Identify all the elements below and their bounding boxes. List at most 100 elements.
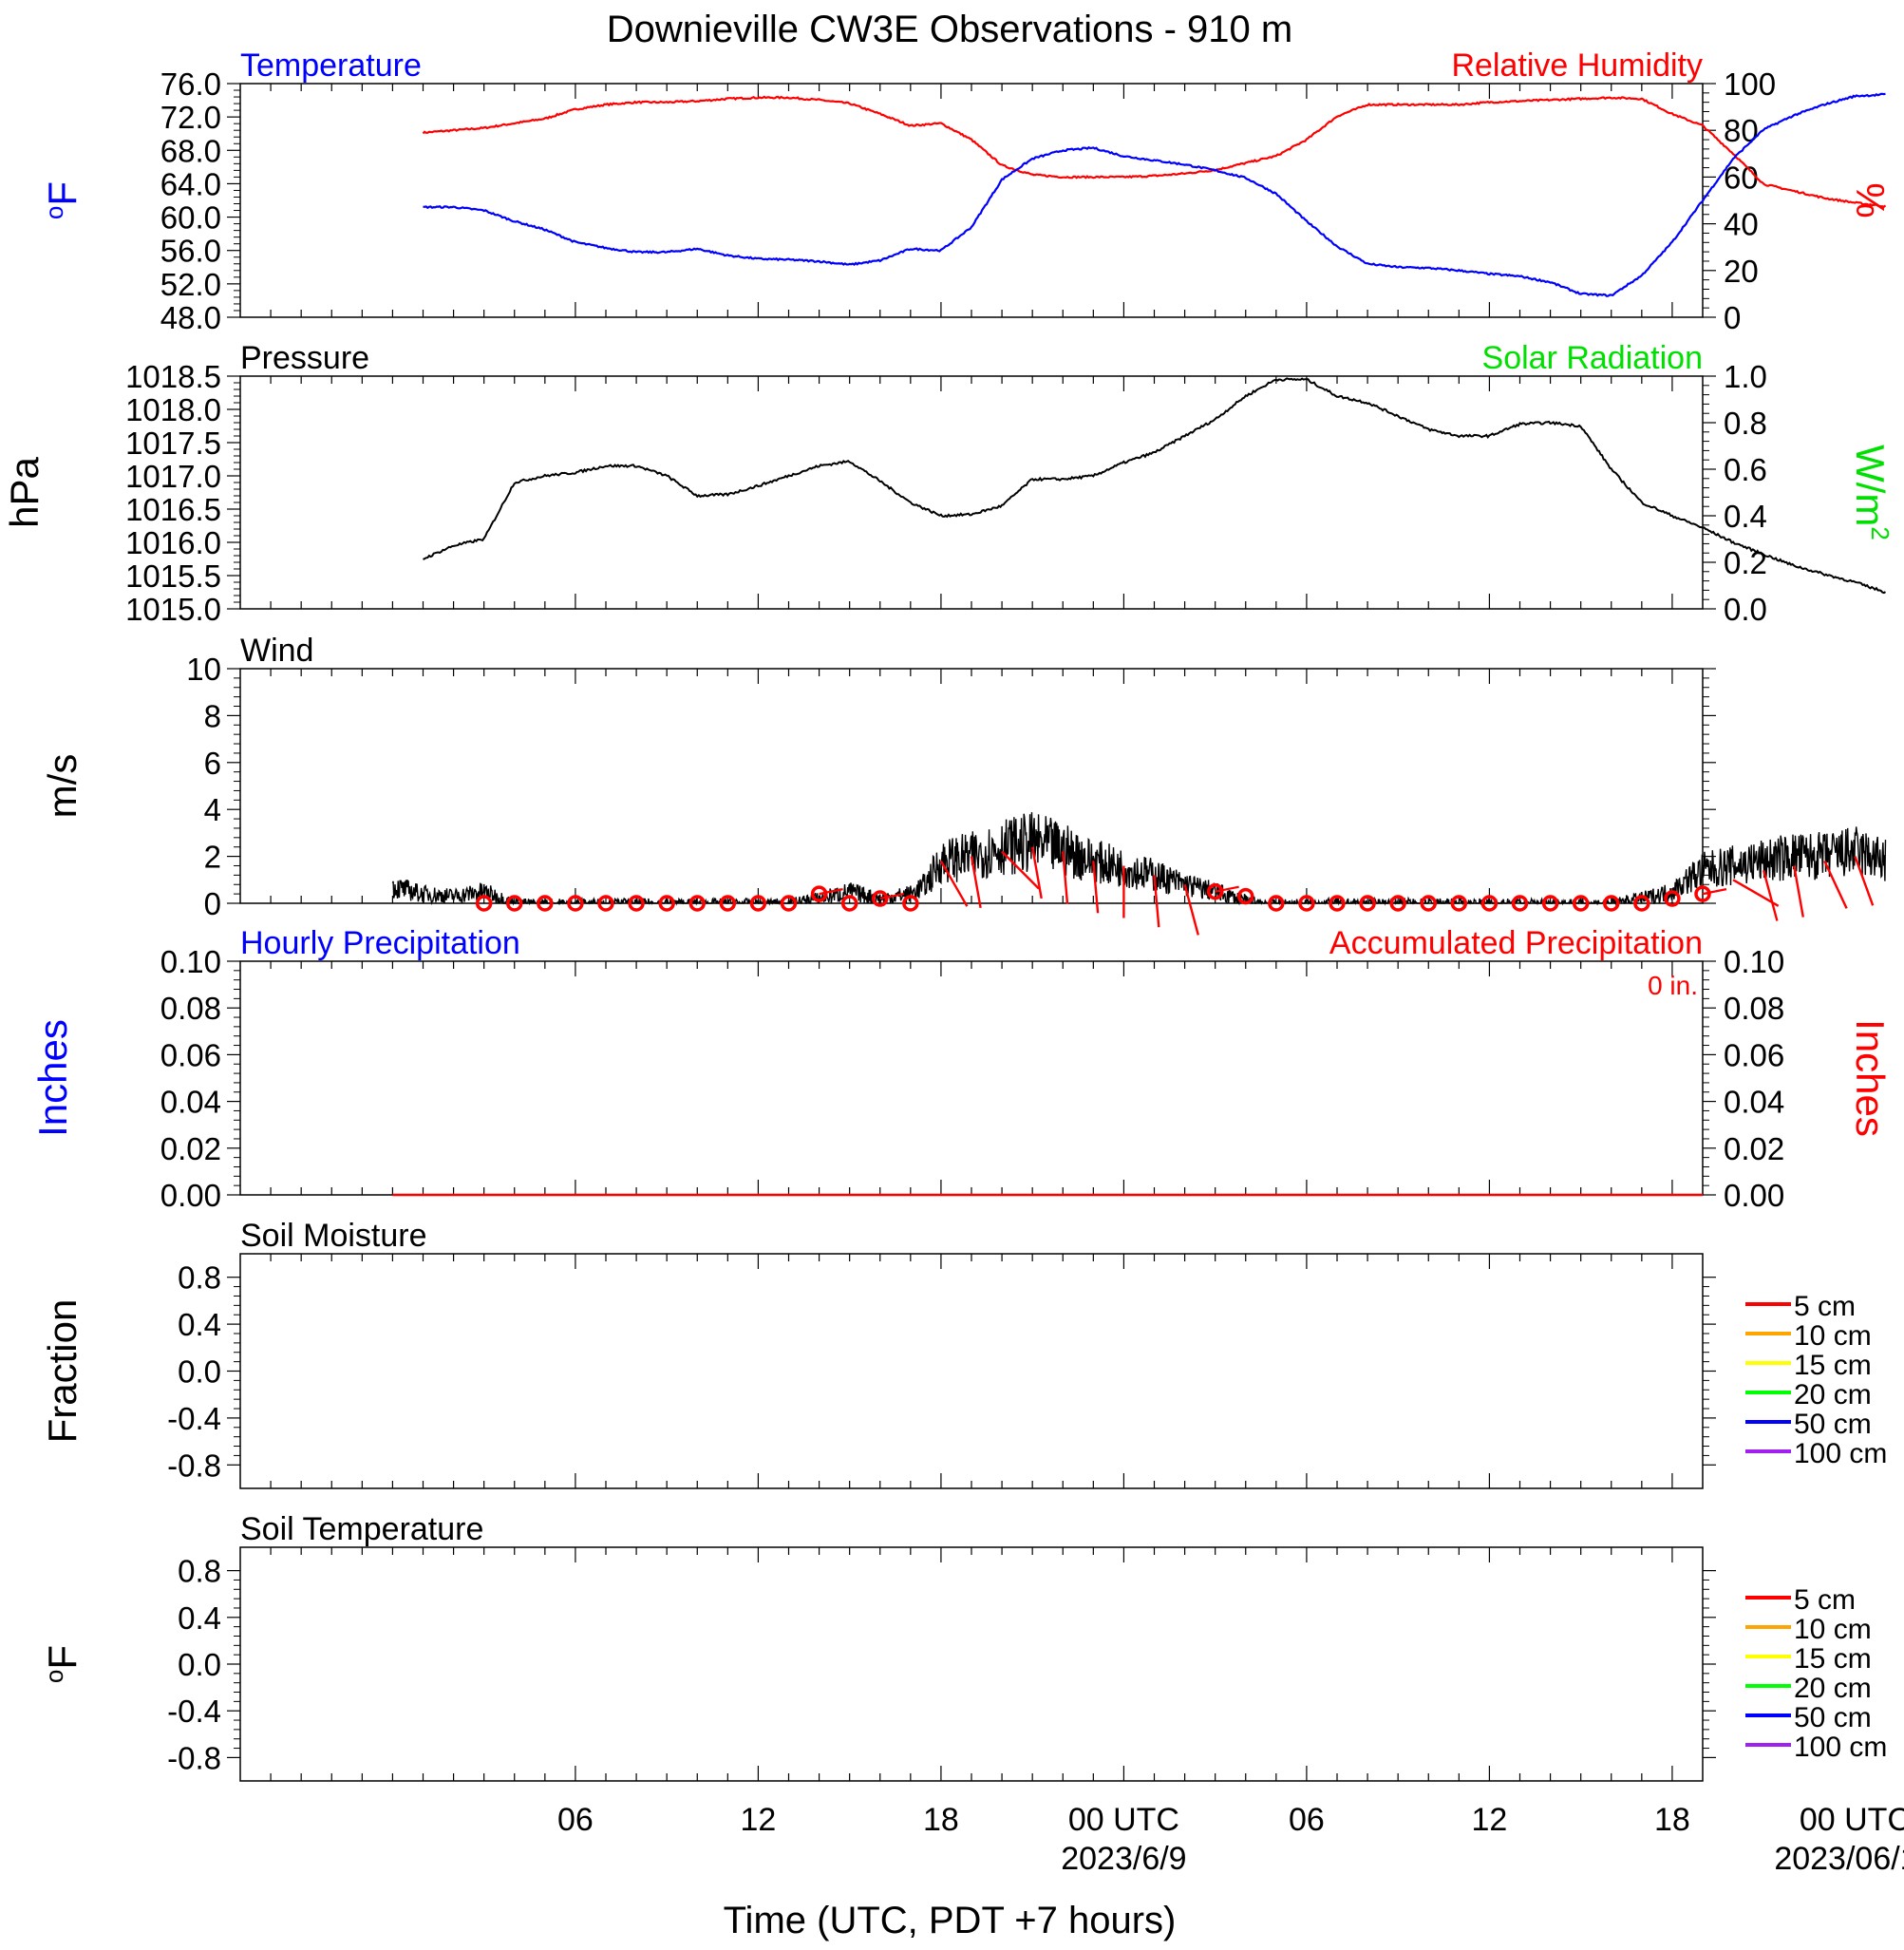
wind-calm-marker xyxy=(810,885,828,902)
wind-calm-marker xyxy=(1511,895,1529,912)
x-tick-label: 00 UTC xyxy=(1800,1802,1904,1838)
x-axis-label: Time (UTC, PDT +7 hours) xyxy=(724,1900,1177,1941)
wind-calm-marker xyxy=(1633,895,1650,912)
panel-title-left: Temperature xyxy=(240,47,422,84)
wind-calm-marker xyxy=(1237,887,1254,905)
wind-barb xyxy=(1702,888,1727,896)
y-tick-label: 48.0 xyxy=(160,300,221,335)
y-tick-label: 0 xyxy=(204,886,221,921)
panel-title-left: Wind xyxy=(240,633,313,669)
y-tick-label: 0.06 xyxy=(160,1037,221,1072)
wind-calm-marker xyxy=(780,895,798,912)
series-pressure xyxy=(423,377,1887,595)
y-right-tick-label: 20 xyxy=(1724,254,1759,289)
panel-title-right: Accumulated Precipitation xyxy=(1329,925,1703,961)
y-right-tick-label: 0.8 xyxy=(1724,406,1767,441)
wind-barb xyxy=(1030,846,1043,899)
wind-barb xyxy=(1854,856,1875,906)
y-tick-label: -0.8 xyxy=(167,1740,221,1775)
wind-barb xyxy=(1793,865,1804,918)
wind-barb xyxy=(879,892,904,900)
wind-calm-marker xyxy=(658,895,675,912)
wind-barb xyxy=(1183,883,1199,936)
y-tick-label: 0.8 xyxy=(178,1260,221,1296)
y-tick-label: 0.4 xyxy=(178,1307,221,1342)
legend-label: 50 cm xyxy=(1794,1409,1872,1440)
y-right-tick-label: 0.2 xyxy=(1724,545,1767,580)
y-axis-label-left: oF xyxy=(40,1645,85,1683)
legend-label: 15 cm xyxy=(1794,1643,1872,1675)
y-tick-label: 1015.0 xyxy=(125,592,221,627)
y-tick-label: 1016.5 xyxy=(125,492,221,527)
y-tick-label: 4 xyxy=(204,792,221,827)
y-right-tick-label: 0.06 xyxy=(1724,1037,1784,1072)
wind-calm-marker xyxy=(567,895,584,912)
y-tick-label: 0.10 xyxy=(160,944,221,979)
wind-calm-marker xyxy=(1389,895,1406,912)
y-axis-label-right: % xyxy=(1848,182,1893,218)
legend-label: 100 cm xyxy=(1794,1732,1887,1763)
wind-calm-marker xyxy=(1694,885,1711,902)
panel-soil-moisture: -0.8 -0.4 0.0 0.4 0.8 Soil Moisture Fraction 5 … xyxy=(40,1218,1887,1489)
y-tick-label: 0.08 xyxy=(160,991,221,1026)
y-tick-label: 76.0 xyxy=(160,66,221,102)
y-tick-label: 0.8 xyxy=(178,1554,221,1589)
y-right-tick-label: 0.02 xyxy=(1724,1131,1784,1166)
legend-label: 50 cm xyxy=(1794,1702,1872,1733)
y-right-tick-label: 0.4 xyxy=(1724,499,1767,534)
x-tick-label: 12 xyxy=(1472,1802,1508,1838)
legend-label: 100 cm xyxy=(1794,1438,1887,1469)
panel-temp-humidity: 48.052.056.060.064.068.072.076.002040608… xyxy=(40,47,1893,335)
x-tick-date-label: 2023/06/10 xyxy=(1774,1841,1904,1877)
y-right-tick-label: 80 xyxy=(1724,113,1759,148)
y-tick-label: 8 xyxy=(204,698,221,733)
wind-calm-marker xyxy=(1664,890,1681,907)
y-tick-label: 0.02 xyxy=(160,1131,221,1166)
wind-calm-marker xyxy=(1572,895,1590,912)
legend-label: 20 cm xyxy=(1794,1673,1872,1704)
panel-frame xyxy=(239,1253,1704,1489)
panel-title-left: Soil Moisture xyxy=(240,1218,427,1254)
wind-barb xyxy=(1092,861,1100,914)
x-tick-label: 06 xyxy=(1289,1802,1325,1838)
y-axis-label-right: W/m2 xyxy=(1848,445,1895,540)
wind-barb xyxy=(1763,870,1779,921)
panel-title-left: Hourly Precipitation xyxy=(240,925,520,961)
wind-calm-marker xyxy=(1268,895,1285,912)
wind-calm-marker xyxy=(902,895,919,912)
panel-title-left: Pressure xyxy=(240,340,369,376)
x-tick-label: 12 xyxy=(741,1802,777,1838)
y-tick-label: -0.4 xyxy=(167,1401,221,1436)
y-tick-label: 56.0 xyxy=(160,234,221,269)
panel-frame xyxy=(239,1546,1704,1782)
x-tick-date-label: 2023/6/9 xyxy=(1061,1841,1186,1877)
panel-precipitation: 0.00 0.02 0.04 0.06 0.08 0.10 0.00 0.02 0.04 0.06… xyxy=(30,925,1893,1213)
panel-frame xyxy=(239,668,1704,904)
y-right-tick-label: 0.0 xyxy=(1724,592,1767,627)
y-tick-label: 0.00 xyxy=(160,1178,221,1213)
y-tick-label: 1016.0 xyxy=(125,525,221,560)
wind-calm-marker xyxy=(749,895,767,912)
y-tick-label: 1017.0 xyxy=(125,459,221,494)
wind-calm-marker xyxy=(1603,895,1620,912)
wind-calm-marker xyxy=(1420,895,1437,912)
y-axis-label-left: Inches xyxy=(30,1019,75,1137)
panel-frame xyxy=(239,83,1704,318)
x-tick-label: 06 xyxy=(557,1802,594,1838)
wind-calm-marker xyxy=(537,895,554,912)
wind-barb xyxy=(1153,875,1160,928)
y-tick-label: 52.0 xyxy=(160,267,221,302)
wind-calm-marker xyxy=(1541,895,1559,912)
panel-pressure-solar: 1015.01015.51016.01016.51017.01017.51018… xyxy=(2,340,1895,627)
y-tick-label: 1017.5 xyxy=(125,426,221,461)
legend-label: 5 cm xyxy=(1794,1291,1856,1322)
panel-frame xyxy=(239,375,1704,610)
y-right-tick-label: 0.6 xyxy=(1724,452,1767,487)
wind-calm-marker xyxy=(506,895,523,912)
wind-barb xyxy=(939,860,969,907)
y-right-tick-label: 1.0 xyxy=(1724,359,1767,394)
wind-calm-marker xyxy=(1206,882,1224,900)
wind-calm-marker xyxy=(475,895,493,912)
panels: 48.052.056.060.064.068.072.076.002040608… xyxy=(2,47,1904,1877)
